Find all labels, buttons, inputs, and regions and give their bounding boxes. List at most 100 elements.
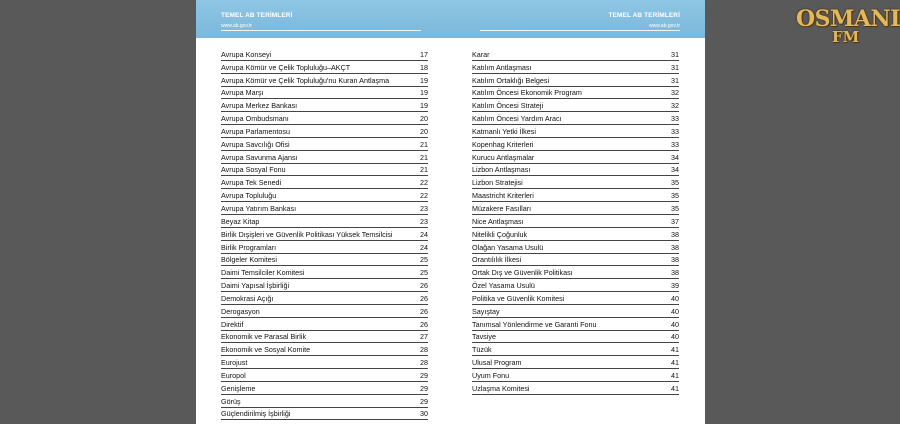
index-page-number: 31 bbox=[671, 62, 679, 72]
index-entry[interactable]: Nitelikli Çoğunluk 38 bbox=[472, 228, 679, 241]
index-entry[interactable]: Bölgeler Komitesi 25 bbox=[221, 254, 428, 267]
index-term: Lizbon Stratejisi bbox=[472, 178, 523, 188]
index-entry[interactable]: Direktif 26 bbox=[221, 318, 428, 331]
index-entry[interactable]: Ekonomik ve Sosyal Komite 28 bbox=[221, 343, 428, 357]
index-term: Beyaz Kitap bbox=[221, 216, 260, 226]
index-entry[interactable]: Orantılılık İlkesi 38 bbox=[472, 254, 679, 267]
index-entry[interactable]: Ekonomik ve Parasal Birlik 27 bbox=[221, 331, 428, 344]
index-entry[interactable]: Sayıştay 40 bbox=[472, 305, 679, 318]
index-entry[interactable]: Lizbon Antlaşması 34 bbox=[472, 164, 679, 177]
index-entry[interactable]: Kopenhag Kriterleri 33 bbox=[472, 138, 679, 151]
index-entry[interactable]: Daimi Yapısal İşbirliği 26 bbox=[221, 279, 428, 293]
index-term: Demokrasi Açığı bbox=[221, 293, 274, 303]
index-entry[interactable]: Katılım Öncesi Strateji 32 bbox=[472, 99, 679, 113]
index-entry[interactable]: Avrupa Kömür ve Çelik Topluluğu–AKÇT 18 bbox=[221, 61, 428, 74]
index-term: Katılım Antlaşması bbox=[472, 62, 532, 72]
index-page-number: 25 bbox=[420, 268, 428, 278]
index-page-number: 31 bbox=[671, 75, 679, 85]
index-page-number: 35 bbox=[671, 178, 679, 188]
index-entry[interactable]: Avrupa Yatırım Bankası 23 bbox=[221, 202, 428, 215]
index-term: Kopenhag Kriterleri bbox=[472, 139, 534, 149]
index-entry[interactable]: Avrupa Savunma Ajansı 21 bbox=[221, 151, 428, 164]
index-term: Ekonomik ve Sosyal Komite bbox=[221, 345, 311, 355]
index-entry[interactable]: Avrupa Merkez Bankası 19 bbox=[221, 99, 428, 113]
index-page-number: 20 bbox=[420, 126, 428, 136]
header-url-left[interactable]: www.ab.gov.tr bbox=[221, 23, 253, 29]
index-entry[interactable]: Europol 29 bbox=[221, 369, 428, 382]
index-entry[interactable]: Ortak Dış ve Güvenlik Politikası 38 bbox=[472, 266, 679, 280]
header-title-left: TEMEL AB TERİMLERİ bbox=[221, 12, 293, 19]
index-page-number: 33 bbox=[671, 126, 679, 136]
index-term: Avrupa Kömür ve Çelik Topluluğu'nu Kuran… bbox=[221, 75, 390, 85]
logo-line2: FM bbox=[832, 28, 860, 46]
index-entry[interactable]: Politika ve Güvenlik Komitesi 40 bbox=[472, 292, 679, 305]
header-url-right[interactable]: www.ab.gov.tr bbox=[648, 23, 680, 29]
index-term: Derogasyon bbox=[221, 306, 260, 316]
index-entry[interactable]: Katılım Antlaşması 31 bbox=[472, 61, 679, 74]
index-term: Katılım Ortaklığı Belgesi bbox=[472, 75, 550, 85]
header-rule-right bbox=[480, 30, 680, 31]
index-term: Ortak Dış ve Güvenlik Politikası bbox=[472, 268, 573, 278]
index-entry[interactable]: Katılım Öncesi Yardım Aracı 33 bbox=[472, 112, 679, 126]
index-entry[interactable]: Avrupa Marşı 19 bbox=[221, 87, 428, 100]
index-entry[interactable]: Katılım Ortaklığı Belgesi 31 bbox=[472, 74, 679, 87]
index-entry[interactable]: Görüş 29 bbox=[221, 395, 428, 408]
index-entry[interactable]: Genişleme 29 bbox=[221, 382, 428, 395]
index-entry[interactable]: Karar 31 bbox=[472, 48, 679, 61]
index-term: Genişleme bbox=[221, 383, 256, 393]
index-entry[interactable]: Derogasyon 26 bbox=[221, 305, 428, 318]
index-entry[interactable]: Müzakere Fasılları 35 bbox=[472, 202, 679, 215]
index-entry[interactable]: Tavsiye 40 bbox=[472, 331, 679, 344]
index-entry[interactable]: Ulusal Program 41 bbox=[472, 356, 679, 370]
index-entry[interactable]: Kurucu Antlaşmalar 34 bbox=[472, 151, 679, 164]
index-entry[interactable]: Güçlendirilmiş İşbirliği 30 bbox=[221, 408, 428, 421]
document-page: TEMEL AB TERİMLERİ www.ab.gov.tr TEMEL A… bbox=[196, 0, 705, 424]
index-entry[interactable]: Nice Antlaşması 37 bbox=[472, 215, 679, 228]
index-entry[interactable]: Uyum Fonu 41 bbox=[472, 369, 679, 382]
index-page-number: 21 bbox=[420, 139, 428, 149]
index-term: Daimi Yapısal İşbirliği bbox=[221, 281, 290, 291]
index-term: Europol bbox=[221, 370, 246, 380]
index-entry[interactable]: Tüzük 41 bbox=[472, 343, 679, 357]
index-entry[interactable]: Avrupa Kömür ve Çelik Topluluğu'nu Kuran… bbox=[221, 74, 428, 87]
index-entry[interactable]: Olağan Yasama Usulü 38 bbox=[472, 241, 679, 254]
index-page-number: 29 bbox=[420, 383, 428, 393]
index-term: Nitelikli Çoğunluk bbox=[472, 229, 528, 239]
index-entry[interactable]: Avrupa Savcılığı Ofisi 21 bbox=[221, 138, 428, 151]
index-entry[interactable]: Eurojust 28 bbox=[221, 356, 428, 370]
index-term: Tanımsal Yönlendirme ve Garanti Fonu bbox=[472, 319, 597, 329]
index-entry[interactable]: Avrupa Tek Senedi 22 bbox=[221, 176, 428, 190]
index-page-number: 21 bbox=[420, 165, 428, 175]
index-entry[interactable]: Katmanlı Yetki İlkesi 33 bbox=[472, 125, 679, 138]
index-page-number: 32 bbox=[671, 88, 679, 98]
index-term: Nice Antlaşması bbox=[472, 216, 524, 226]
index-entry[interactable]: Maastricht Kriterleri 35 bbox=[472, 189, 679, 203]
index-entry[interactable]: Tanımsal Yönlendirme ve Garanti Fonu 40 bbox=[472, 318, 679, 331]
index-page-number: 26 bbox=[420, 306, 428, 316]
index-entry[interactable]: Avrupa Ombudsmanı 20 bbox=[221, 112, 428, 126]
index-term: Olağan Yasama Usulü bbox=[472, 242, 544, 252]
index-entry[interactable]: Avrupa Sosyal Fonu 21 bbox=[221, 164, 428, 177]
index-entry[interactable]: Daimi Temsilciler Komitesi 25 bbox=[221, 266, 428, 280]
index-page-number: 37 bbox=[671, 216, 679, 226]
index-term: Avrupa Savcılığı Ofisi bbox=[221, 139, 290, 149]
index-term: Katılım Öncesi Yardım Aracı bbox=[472, 114, 562, 124]
index-page-number: 34 bbox=[671, 152, 679, 162]
index-entry[interactable]: Beyaz Kitap 23 bbox=[221, 215, 428, 228]
index-entry[interactable]: Avrupa Parlamentosu 20 bbox=[221, 125, 428, 138]
index-page-number: 38 bbox=[671, 255, 679, 265]
index-page-number: 33 bbox=[671, 114, 679, 124]
index-entry[interactable]: Özel Yasama Usulü 39 bbox=[472, 279, 679, 293]
index-entry[interactable]: Uzlaşma Komitesi 41 bbox=[472, 382, 679, 395]
index-entry[interactable]: Birlik Programları 24 bbox=[221, 241, 428, 254]
index-entry[interactable]: Birlik Dışişleri ve Güvenlik Politikası … bbox=[221, 228, 428, 241]
header-rule-left bbox=[221, 30, 421, 31]
index-page-number: 25 bbox=[420, 255, 428, 265]
index-entry[interactable]: Demokrasi Açığı 26 bbox=[221, 292, 428, 305]
index-entry[interactable]: Avrupa Konseyi 17 bbox=[221, 48, 428, 61]
index-entry[interactable]: Lizbon Stratejisi 35 bbox=[472, 176, 679, 190]
index-term: Avrupa Tek Senedi bbox=[221, 178, 282, 188]
index-entry[interactable]: Avrupa Topluluğu 22 bbox=[221, 189, 428, 203]
index-term: Avrupa Sosyal Fonu bbox=[221, 165, 286, 175]
index-entry[interactable]: Katılım Öncesi Ekonomik Program 32 bbox=[472, 87, 679, 100]
